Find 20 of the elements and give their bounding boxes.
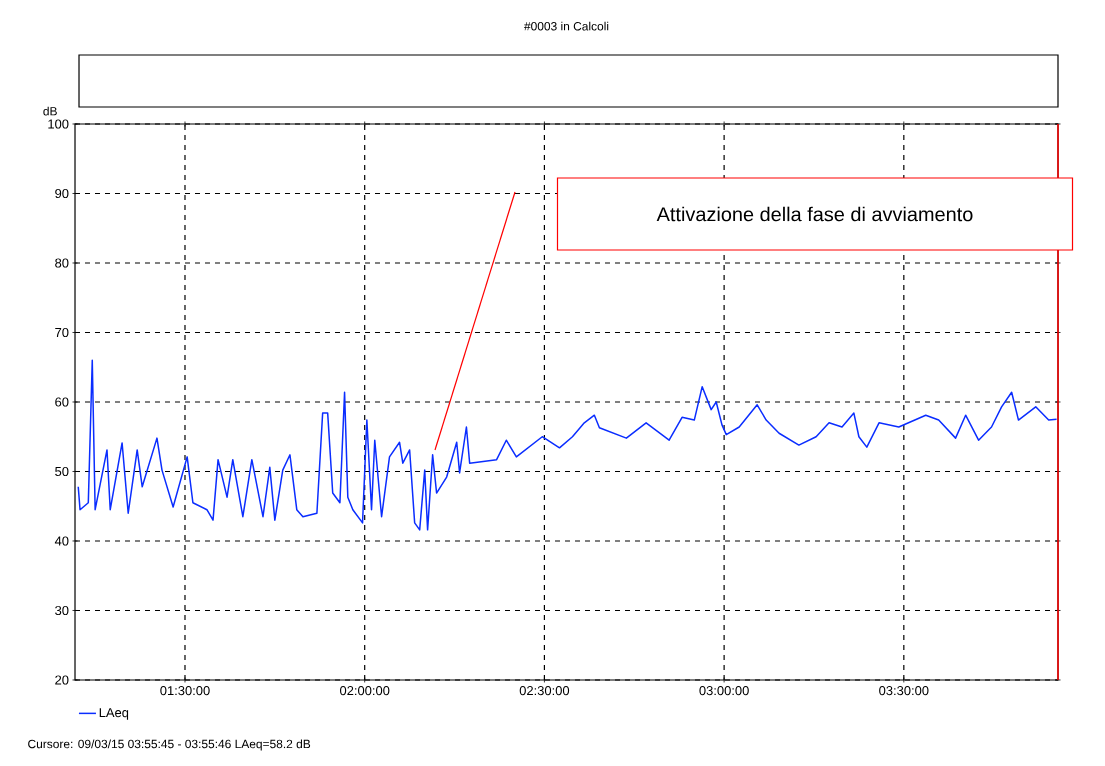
y-tick-label: 40 — [54, 536, 69, 546]
chart-title: #0003 in Calcoli — [524, 21, 609, 31]
y-tick-label: 70 — [55, 327, 69, 338]
x-tick-label: 03:30:00 — [879, 686, 929, 696]
y-tick-label: 20 — [55, 675, 69, 685]
x-tick-label: 02:30:00 — [519, 686, 570, 696]
x-tick-label: 01:30:00 — [160, 686, 210, 696]
annotation: Attivazione della fase di avviamento — [656, 206, 973, 222]
y-tick-label: 30 — [55, 605, 69, 616]
text: Cursore: 09/03/15 03:55:45 - 03:55:46 LAeq=58.2 dB — [28, 739, 311, 751]
x-tick-label: 03:00:00 — [699, 686, 749, 696]
y-tick-label: 50 — [55, 466, 69, 477]
y-tick-label: 100 — [48, 119, 69, 129]
x-tick-label: 02:00:00 — [339, 686, 390, 696]
y-tick-label: 90 — [55, 188, 69, 199]
y-tick-label: 60 — [55, 397, 69, 407]
y-tick-label: 80 — [55, 258, 69, 268]
legend-label: LAeq — [99, 708, 129, 720]
line-series — [77, 359, 1058, 531]
y-axis-title: dB — [43, 106, 57, 116]
